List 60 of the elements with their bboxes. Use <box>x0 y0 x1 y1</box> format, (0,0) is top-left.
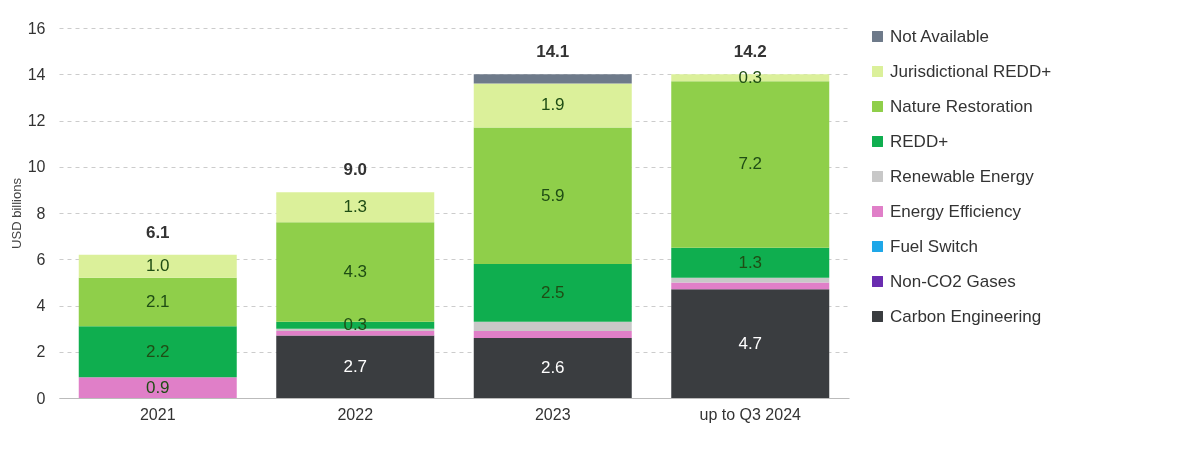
x-tick-label: 2023 <box>534 405 571 423</box>
legend-label: Jurisdictional REDD+ <box>890 61 1052 81</box>
total-label: 6.1 <box>145 222 170 242</box>
data-label: 7.2 <box>738 154 763 174</box>
legend-label: Renewable Energy <box>890 166 1035 186</box>
bar <box>671 81 830 248</box>
data-label: 4.3 <box>343 261 368 281</box>
data-label: 5.9 <box>540 185 565 205</box>
y-tick-label: 12 <box>27 112 46 129</box>
data-label: 1.3 <box>738 252 763 272</box>
data-label: 2.5 <box>540 282 565 302</box>
legend-label: Nature Restoration <box>890 96 1033 116</box>
legend-label: Non-CO2 Gases <box>890 271 1016 291</box>
bar <box>78 377 237 398</box>
data-label: 1.0 <box>145 256 170 276</box>
bar <box>78 254 237 278</box>
legend-label: Not Available <box>890 26 989 46</box>
y-tick-label: 6 <box>36 250 46 268</box>
y-tick-label: 4 <box>36 297 46 314</box>
bar <box>473 74 632 84</box>
bar <box>671 282 830 290</box>
y-tick-label: 16 <box>27 19 46 37</box>
legend-label: Fuel Switch <box>890 236 978 256</box>
bar <box>473 263 632 322</box>
legend-label: Carbon Engineering <box>890 306 1042 326</box>
total-label: 14.2 <box>733 42 767 62</box>
bar <box>473 337 632 398</box>
data-label: 2.7 <box>343 356 368 376</box>
bar <box>671 289 830 398</box>
data-label: 1.3 <box>343 197 368 217</box>
data-label: 0.9 <box>145 377 170 397</box>
y-axis-title: USD billions <box>8 177 24 249</box>
bar <box>78 326 237 378</box>
x-tick-label: 2021 <box>139 405 176 423</box>
total-label: 14.1 <box>536 42 570 62</box>
bar <box>78 277 237 327</box>
data-label: 1.9 <box>540 95 565 115</box>
y-tick-label: 10 <box>27 158 46 176</box>
data-label: 2.2 <box>145 341 170 361</box>
data-label: 2.6 <box>540 357 565 377</box>
data-label: 0.3 <box>738 67 763 87</box>
bar <box>473 127 632 264</box>
x-tick-label: up to Q3 2024 <box>699 405 802 423</box>
total-label: 9.0 <box>343 160 368 180</box>
data-label: 4.7 <box>738 333 763 353</box>
legend-label: REDD+ <box>890 131 949 151</box>
x-tick-label: 2022 <box>337 405 374 423</box>
bar <box>473 321 632 331</box>
y-tick-label: 0 <box>36 389 46 407</box>
bar <box>276 192 435 223</box>
data-label: 2.1 <box>145 292 170 312</box>
bar <box>473 83 632 128</box>
y-tick-label: 14 <box>27 65 46 83</box>
y-tick-label: 8 <box>36 204 46 222</box>
bar <box>276 335 435 398</box>
bar <box>671 247 830 278</box>
bar <box>276 330 435 336</box>
legend-label: Energy Efficiency <box>890 201 1022 221</box>
bar <box>473 330 632 338</box>
y-tick-label: 2 <box>36 343 46 361</box>
